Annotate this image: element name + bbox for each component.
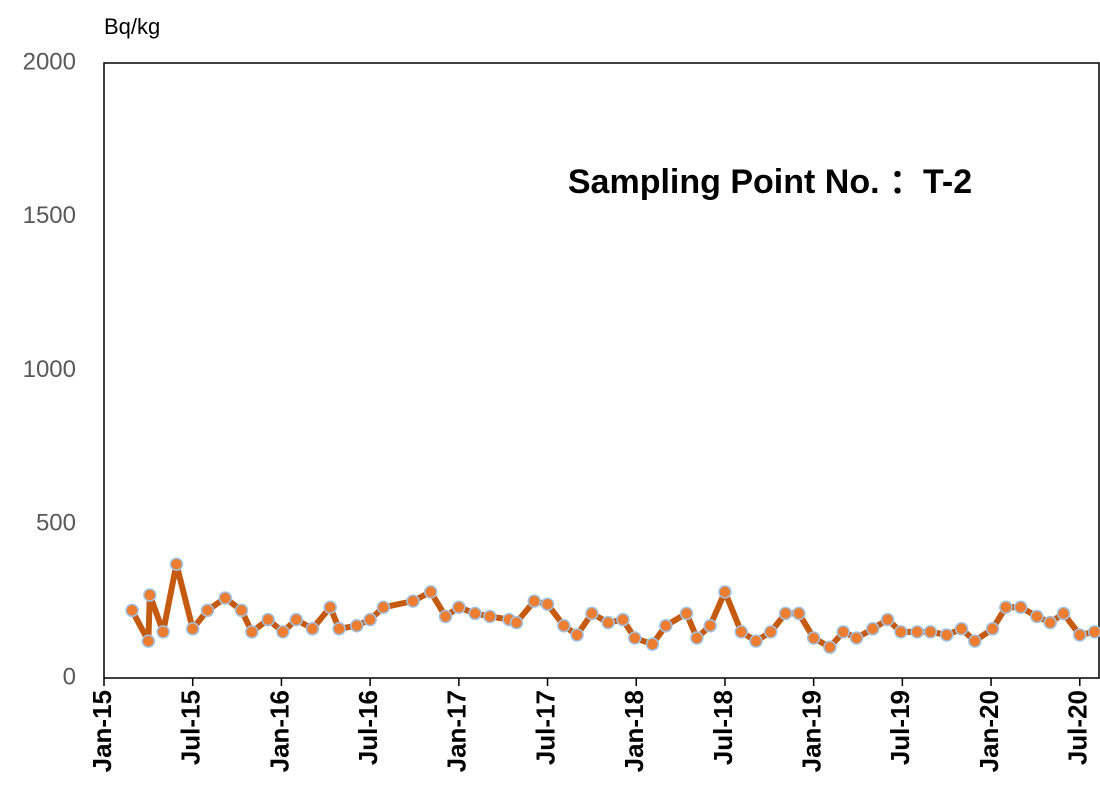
- data-point: [1043, 615, 1057, 630]
- data-point: [1056, 606, 1071, 621]
- data-point: [245, 625, 259, 639]
- data-point: [540, 597, 555, 611]
- data-point: [910, 625, 924, 639]
- data-point: [880, 612, 895, 627]
- data-point: [764, 625, 778, 639]
- data-point: [1030, 609, 1044, 624]
- x-tick-label: Jan-17: [442, 690, 472, 772]
- data-point: [1087, 625, 1100, 639]
- y-tick-label: 500: [36, 510, 76, 537]
- data-point: [527, 594, 541, 608]
- data-point: [849, 631, 864, 645]
- data-point: [616, 612, 630, 627]
- data-point: [734, 625, 748, 639]
- data-point: [1073, 628, 1087, 642]
- data-point: [350, 618, 364, 633]
- data-point: [483, 609, 497, 624]
- data-point: [323, 600, 337, 615]
- data-point: [156, 625, 170, 639]
- data-point: [645, 637, 660, 651]
- data-point: [601, 615, 615, 630]
- data-point: [276, 625, 290, 639]
- data-point: [679, 606, 694, 621]
- data-point: [1013, 600, 1028, 615]
- data-point: [939, 628, 954, 642]
- x-tick-label: Jan-20: [974, 690, 1004, 772]
- x-tick-label: Jul-16: [353, 690, 383, 765]
- data-point: [778, 606, 793, 621]
- data-point: [332, 622, 346, 636]
- data-point: [749, 634, 763, 648]
- x-tick-label: Jan-16: [264, 690, 294, 772]
- data-point: [261, 612, 275, 627]
- x-tick-label: Jan-18: [619, 690, 649, 772]
- data-point: [468, 606, 482, 621]
- data-point: [141, 634, 156, 648]
- x-tick-label: Jul-15: [176, 690, 206, 765]
- data-point: [823, 640, 837, 654]
- data-point: [218, 591, 232, 605]
- data-point: [806, 631, 821, 645]
- data-point: [363, 612, 377, 627]
- x-tick-label: Jul-17: [530, 690, 560, 765]
- data-point: [703, 618, 717, 633]
- data-point: [894, 625, 908, 639]
- x-tick-label: Jan-15: [87, 690, 117, 772]
- y-tick-label: 1000: [23, 356, 76, 383]
- y-tick-label: 0: [63, 663, 76, 690]
- data-point: [423, 585, 438, 599]
- data-point: [305, 622, 320, 636]
- data-point: [376, 600, 391, 615]
- data-point: [557, 618, 571, 633]
- data-point: [125, 603, 139, 618]
- y-tick-label: 1500: [23, 202, 76, 229]
- data-point: [968, 634, 982, 648]
- data-point: [999, 600, 1013, 615]
- x-tick-label: Jul-18: [708, 690, 738, 765]
- y-tick-label: 2000: [23, 48, 76, 75]
- data-point: [690, 631, 704, 645]
- data-point: [185, 622, 200, 636]
- x-tick-label: Jul-19: [885, 690, 915, 765]
- data-point: [985, 622, 1000, 636]
- data-point: [836, 625, 850, 639]
- y-unit: Bq/kg: [104, 14, 160, 39]
- data-point: [570, 628, 584, 642]
- data-point: [718, 585, 732, 599]
- x-tick-label: Jul-20: [1063, 690, 1093, 765]
- data-point: [200, 603, 215, 618]
- data-point: [438, 609, 453, 624]
- data-point: [169, 557, 184, 571]
- data-point: [406, 594, 420, 608]
- data-point: [659, 618, 673, 633]
- data-point: [866, 622, 880, 636]
- data-point: [509, 615, 524, 630]
- data-point: [289, 612, 303, 627]
- plot-frame: [103, 62, 1100, 679]
- data-point: [143, 588, 157, 602]
- annotation: Sampling Point No. ：T-2: [568, 163, 972, 201]
- data-point: [954, 622, 969, 636]
- data-point: [234, 603, 249, 618]
- x-tick-label: Jan-19: [797, 690, 827, 772]
- data-point: [452, 600, 466, 615]
- data-point: [923, 625, 938, 639]
- data-point: [585, 606, 599, 621]
- data-point: [792, 606, 806, 621]
- data-point: [628, 631, 642, 645]
